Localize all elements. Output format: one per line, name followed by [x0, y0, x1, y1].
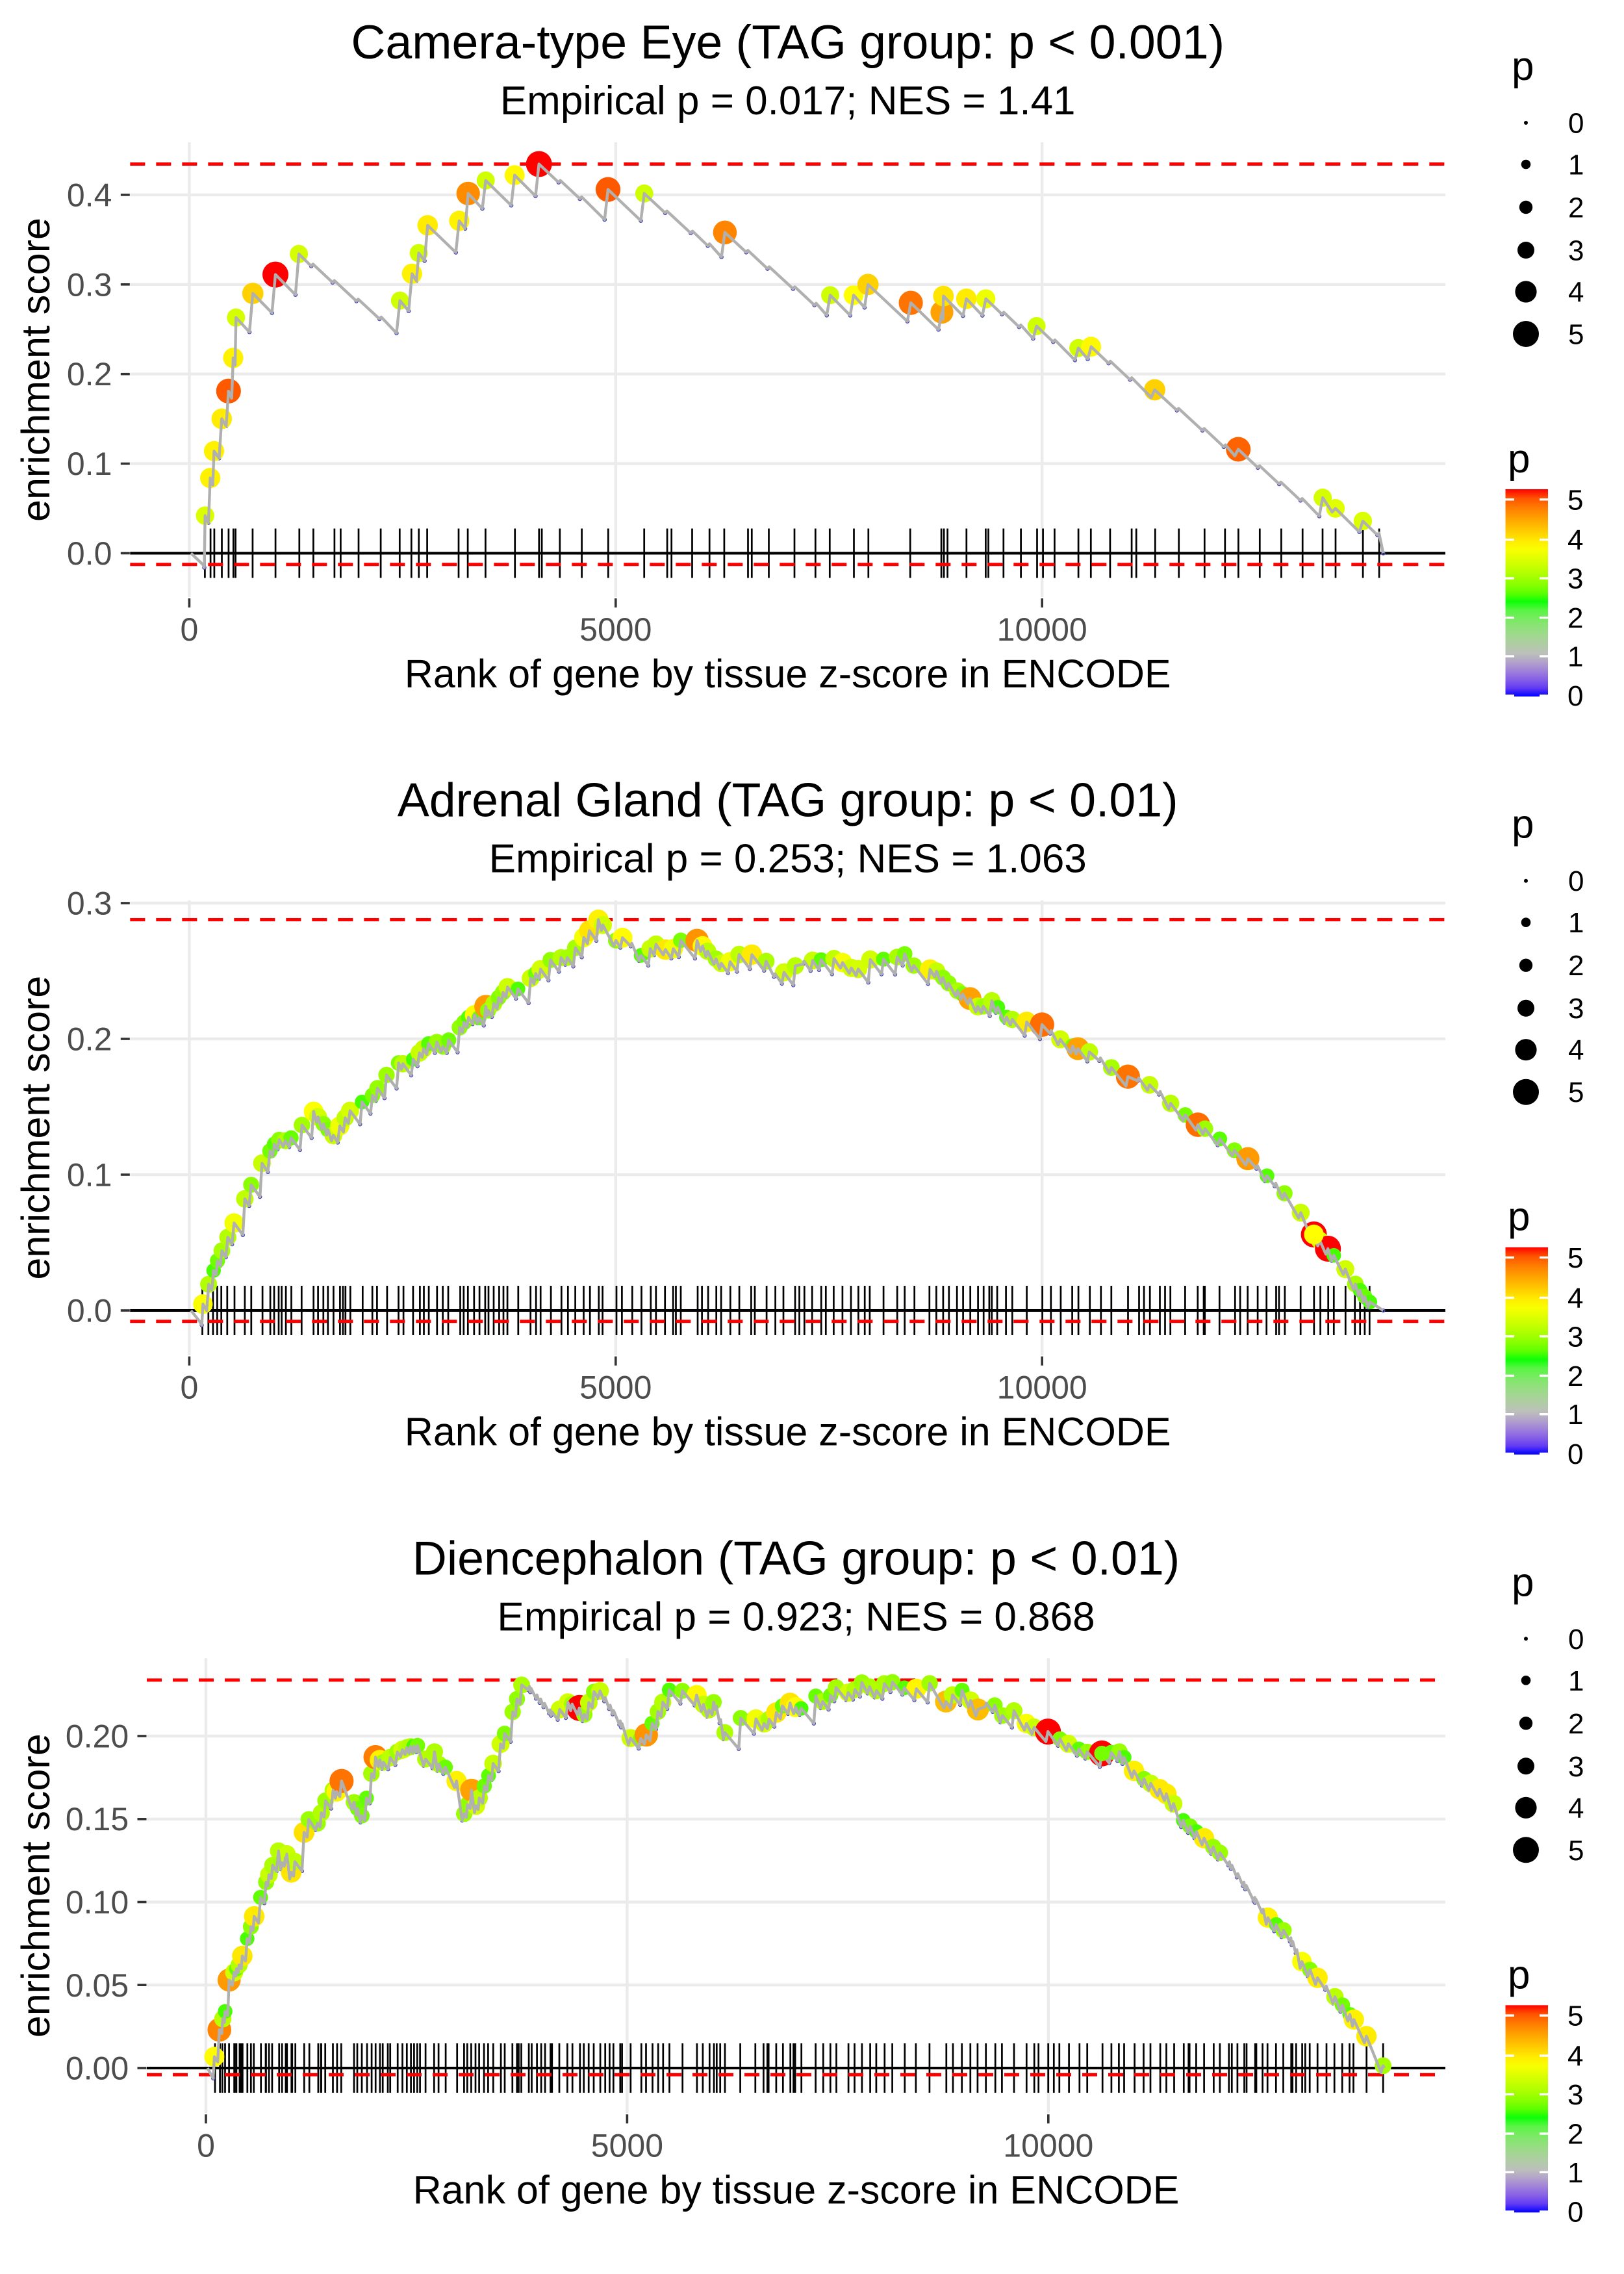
svg-text:0: 0	[180, 611, 198, 648]
svg-text:0: 0	[1567, 1438, 1583, 1470]
svg-text:5: 5	[1568, 319, 1584, 351]
svg-text:enrichment score: enrichment score	[14, 976, 58, 1280]
svg-text:enrichment score: enrichment score	[14, 218, 58, 522]
svg-text:0.0: 0.0	[67, 1293, 112, 1329]
svg-text:0.0: 0.0	[67, 535, 112, 572]
svg-text:p: p	[1508, 1195, 1530, 1240]
svg-text:0.4: 0.4	[67, 177, 112, 213]
svg-text:5000: 5000	[579, 611, 652, 648]
svg-text:5000: 5000	[591, 2127, 663, 2164]
svg-text:3: 3	[1567, 563, 1583, 595]
svg-text:1: 1	[1568, 1665, 1584, 1697]
svg-text:2: 2	[1568, 1708, 1584, 1740]
svg-text:4: 4	[1567, 524, 1583, 556]
svg-text:3: 3	[1567, 1321, 1583, 1353]
svg-text:1: 1	[1567, 1399, 1583, 1431]
svg-text:Rank of gene by tissue z-score: Rank of gene by tissue z-score in ENCODE	[405, 1410, 1171, 1454]
svg-text:4: 4	[1568, 1034, 1584, 1066]
svg-text:0.3: 0.3	[67, 266, 112, 303]
svg-text:3: 3	[1568, 235, 1584, 267]
svg-text:5: 5	[1567, 484, 1583, 516]
svg-text:10000: 10000	[997, 1370, 1087, 1406]
svg-text:0: 0	[1568, 865, 1584, 897]
svg-text:2: 2	[1567, 1361, 1583, 1392]
svg-text:4: 4	[1567, 2041, 1583, 2073]
svg-text:Camera-type Eye (TAG group: p: Camera-type Eye (TAG group: p < 0.001)	[351, 15, 1224, 69]
svg-text:0.1: 0.1	[67, 1157, 112, 1194]
svg-text:0.05: 0.05	[66, 1967, 129, 2004]
svg-text:0.2: 0.2	[67, 1021, 112, 1058]
svg-text:0: 0	[180, 1370, 198, 1406]
svg-text:Rank of gene by tissue z-score: Rank of gene by tissue z-score in ENCODE	[405, 652, 1171, 696]
svg-text:Empirical p = 0.253; NES = 1.0: Empirical p = 0.253; NES = 1.063	[489, 837, 1087, 882]
svg-text:Adrenal Gland (TAG group: p <: Adrenal Gland (TAG group: p < 0.01)	[398, 773, 1178, 827]
svg-text:4: 4	[1568, 1793, 1584, 1824]
svg-text:5: 5	[1567, 2000, 1583, 2032]
svg-text:Empirical p = 0.017; NES = 1.4: Empirical p = 0.017; NES = 1.41	[500, 79, 1076, 123]
svg-text:p: p	[1508, 1952, 1530, 1997]
svg-text:5000: 5000	[579, 1370, 652, 1406]
svg-text:0.15: 0.15	[66, 1801, 129, 1837]
svg-text:0: 0	[1568, 1624, 1584, 1655]
svg-text:0: 0	[1567, 2197, 1583, 2229]
svg-text:3: 3	[1568, 1751, 1584, 1783]
svg-text:Rank of gene by tissue z-score: Rank of gene by tissue z-score in ENCODE	[413, 2167, 1180, 2212]
svg-text:0.2: 0.2	[67, 356, 112, 392]
svg-text:0.00: 0.00	[66, 2050, 129, 2087]
svg-text:5: 5	[1567, 1242, 1583, 1274]
svg-text:p: p	[1512, 1560, 1534, 1605]
svg-text:5: 5	[1568, 1835, 1584, 1867]
svg-text:10000: 10000	[997, 611, 1087, 648]
svg-text:3: 3	[1567, 2079, 1583, 2111]
svg-text:0: 0	[197, 2127, 215, 2164]
svg-text:enrichment score: enrichment score	[14, 1733, 58, 2038]
svg-text:2: 2	[1568, 192, 1584, 224]
svg-text:0.3: 0.3	[67, 886, 112, 922]
svg-text:p: p	[1508, 437, 1530, 481]
svg-text:2: 2	[1567, 2119, 1583, 2151]
svg-text:2: 2	[1568, 950, 1584, 982]
svg-text:4: 4	[1568, 277, 1584, 309]
svg-text:0.10: 0.10	[66, 1884, 129, 1921]
svg-text:10000: 10000	[1003, 2127, 1093, 2164]
svg-text:1: 1	[1568, 907, 1584, 939]
svg-text:1: 1	[1567, 641, 1583, 673]
svg-text:5: 5	[1568, 1077, 1584, 1108]
svg-text:0.1: 0.1	[67, 446, 112, 482]
svg-text:4: 4	[1567, 1283, 1583, 1314]
svg-text:0: 0	[1567, 680, 1583, 712]
svg-text:1: 1	[1567, 2157, 1583, 2189]
svg-text:1: 1	[1568, 149, 1584, 181]
svg-text:3: 3	[1568, 993, 1584, 1025]
svg-text:Diencephalon (TAG group: p < 0: Diencephalon (TAG group: p < 0.01)	[412, 1531, 1180, 1585]
svg-text:0.20: 0.20	[66, 1718, 129, 1755]
svg-text:0: 0	[1568, 108, 1584, 140]
svg-text:2: 2	[1567, 602, 1583, 634]
svg-text:p: p	[1512, 44, 1534, 89]
svg-text:Empirical p = 0.923; NES = 0.8: Empirical p = 0.923; NES = 0.868	[497, 1594, 1095, 1639]
svg-text:p: p	[1512, 802, 1534, 847]
